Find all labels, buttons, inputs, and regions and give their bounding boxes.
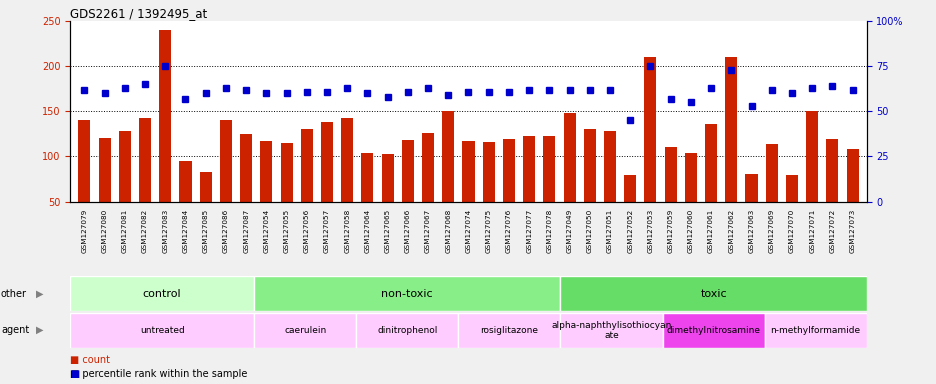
Text: alpha-naphthylisothiocyan
ate: alpha-naphthylisothiocyan ate [550, 321, 671, 340]
Bar [764, 313, 866, 348]
Bar [220, 121, 232, 247]
Bar [462, 141, 474, 247]
Bar [254, 276, 560, 311]
Bar [785, 175, 797, 247]
Bar [583, 129, 595, 247]
Text: n-methylformamide: n-methylformamide [769, 326, 860, 335]
Bar [381, 154, 393, 247]
Text: caerulein: caerulein [284, 326, 326, 335]
Bar [260, 141, 272, 247]
Bar [563, 113, 575, 247]
Text: toxic: toxic [699, 289, 726, 299]
Bar [522, 136, 534, 247]
Bar [240, 134, 252, 247]
Bar [70, 276, 254, 311]
Bar [341, 118, 353, 247]
Text: rosiglitazone: rosiglitazone [480, 326, 538, 335]
Text: dimethylnitrosamine: dimethylnitrosamine [665, 326, 760, 335]
Bar [662, 313, 764, 348]
Bar [644, 57, 656, 247]
Text: dinitrophenol: dinitrophenol [376, 326, 437, 335]
Bar [482, 142, 494, 247]
Bar [684, 153, 696, 247]
Bar [139, 118, 151, 247]
Bar [179, 161, 191, 247]
Bar [805, 111, 817, 247]
Bar [560, 276, 866, 311]
Text: ■ count: ■ count [70, 355, 110, 365]
Bar [402, 140, 414, 247]
Bar [845, 149, 857, 247]
Bar [119, 131, 131, 247]
Bar [543, 136, 555, 247]
Text: ■ percentile rank within the sample: ■ percentile rank within the sample [70, 369, 247, 379]
Bar [79, 121, 91, 247]
Bar [421, 133, 433, 247]
Bar [98, 139, 110, 247]
Bar [458, 313, 560, 348]
Text: control: control [142, 289, 182, 299]
Text: ▶: ▶ [36, 289, 43, 299]
Text: ▶: ▶ [36, 325, 43, 335]
Bar [704, 124, 716, 247]
Text: ■: ■ [70, 369, 80, 379]
Text: GDS2261 / 1392495_at: GDS2261 / 1392495_at [70, 7, 207, 20]
Bar [356, 313, 458, 348]
Text: non-toxic: non-toxic [381, 289, 432, 299]
Bar [321, 122, 332, 247]
Bar [745, 174, 757, 247]
Bar [361, 153, 373, 247]
Bar [826, 139, 838, 247]
Bar [724, 57, 737, 247]
Bar [159, 30, 171, 247]
Bar [560, 313, 662, 348]
Bar [664, 147, 676, 247]
Bar [70, 313, 254, 348]
Bar [199, 172, 212, 247]
Bar [300, 129, 313, 247]
Text: other: other [1, 289, 27, 299]
Text: untreated: untreated [139, 326, 184, 335]
Bar [280, 143, 292, 247]
Text: agent: agent [1, 325, 29, 335]
Bar [604, 131, 615, 247]
Bar [254, 313, 356, 348]
Bar [765, 144, 777, 247]
Bar [442, 111, 454, 247]
Bar [623, 175, 636, 247]
Bar [503, 139, 515, 247]
